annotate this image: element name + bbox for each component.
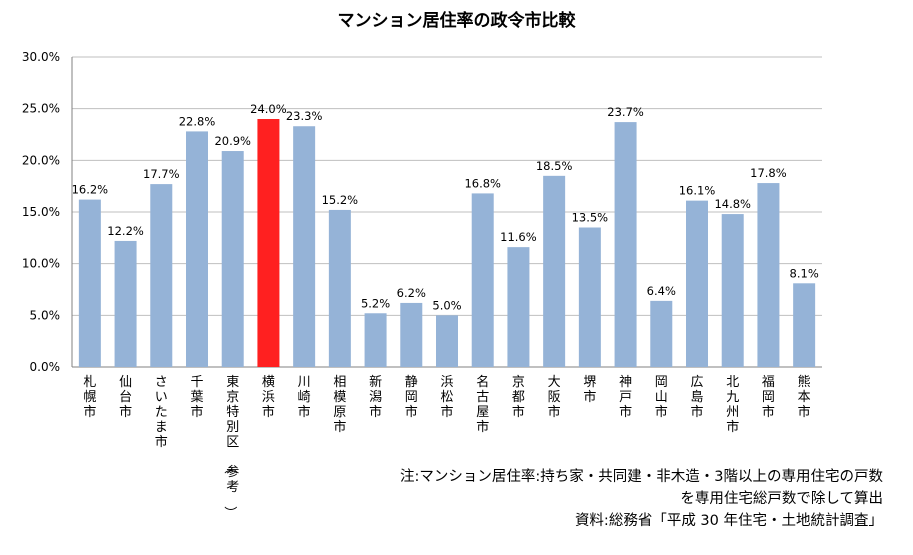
bar-14	[543, 175, 566, 367]
category-label: 浜松市	[440, 375, 453, 420]
category-labels: 札幌市 仙台市 さいたま市 千葉市 東京特別区（参考） 横浜市 川崎市 相模原市 新潟市 静岡市 浜…	[83, 374, 810, 519]
y-tick-label: 5.0%	[30, 308, 61, 322]
bar-7	[293, 126, 316, 367]
value-label: 6.2%	[397, 286, 426, 300]
category-label: 東京特別区（参考）	[222, 374, 239, 519]
y-tick-label: 15.0%	[22, 205, 60, 219]
category-label: 熊本市	[798, 374, 811, 420]
category-label: 名古屋市	[476, 374, 489, 435]
value-label: 16.8%	[464, 176, 501, 190]
value-label: 23.7%	[607, 105, 644, 119]
value-label: 18.5%	[536, 159, 573, 173]
category-label: 京都市	[512, 375, 525, 420]
category-label: さいたま市	[155, 375, 168, 450]
category-label: 北九州市	[726, 375, 739, 435]
value-label: 24.0%	[250, 102, 287, 116]
bar-2	[114, 240, 137, 367]
category-label: 大阪市	[548, 375, 561, 420]
y-axis-ticks: 0.0% 5.0% 10.0% 15.0% 20.0% 25.0% 30.0%	[22, 50, 60, 374]
value-label: 15.2%	[322, 193, 359, 207]
bars	[78, 119, 816, 367]
value-label: 22.8%	[179, 114, 216, 128]
bar-10	[400, 302, 423, 367]
category-label: 福岡市	[762, 375, 775, 420]
value-label: 16.2%	[72, 183, 109, 197]
bar-18	[686, 200, 708, 367]
value-label: 8.1%	[790, 266, 819, 280]
value-label: 16.1%	[679, 184, 716, 198]
value-labels: 16.2% 12.2% 17.7% 22.8% 20.9% 24.0%23.3% 15.2%…	[72, 102, 819, 312]
category-label: 新潟市	[369, 374, 382, 420]
y-tick-label: 10.0%	[22, 257, 60, 271]
category-label: 横浜市	[262, 375, 275, 420]
value-label: 5.2%	[361, 296, 390, 310]
category-label: 仙台市	[119, 375, 132, 420]
bar-21	[793, 283, 816, 367]
bar-8	[328, 209, 351, 367]
bar-5	[221, 151, 244, 367]
bar-6	[257, 119, 280, 367]
y-tick-label: 0.0%	[30, 360, 61, 374]
note-line-2: を専用住宅総戸数で除して算出	[680, 491, 883, 507]
bar-4	[186, 131, 208, 367]
bar-20	[757, 183, 780, 367]
bar-19	[721, 214, 744, 367]
y-tick-label: 20.0%	[22, 153, 60, 167]
category-label: 相模原市	[333, 375, 346, 435]
chart-title: マンション居住率の政令市比較	[337, 11, 576, 31]
value-label: 5.0%	[432, 298, 461, 312]
y-tick-label: 25.0%	[22, 102, 60, 116]
category-label: 岡山市	[655, 375, 668, 420]
bar-3	[150, 184, 173, 367]
bar-17	[650, 300, 673, 367]
bar-15	[578, 227, 601, 367]
value-label: 11.6%	[500, 230, 537, 244]
category-label: 神戸市	[619, 375, 632, 420]
value-label: 12.2%	[107, 224, 144, 238]
bar-1	[78, 199, 101, 367]
value-label: 13.5%	[572, 211, 609, 225]
value-label: 20.9%	[214, 134, 251, 148]
value-label: 17.8%	[750, 166, 787, 180]
y-tick-label: 30.0%	[22, 50, 60, 64]
value-label: 14.8%	[714, 197, 751, 211]
bar-9	[364, 313, 387, 367]
category-label: 堺市	[583, 375, 596, 405]
category-label: 千葉市	[190, 375, 203, 420]
bar-11	[436, 315, 458, 367]
source-line: 資料:総務省「平成 30 年住宅・土地統計調査」	[574, 513, 883, 529]
bar-12	[471, 193, 494, 367]
category-label: 静岡市	[405, 375, 418, 420]
bar-16	[614, 122, 637, 367]
category-label: 札幌市	[83, 375, 96, 420]
bar-13	[507, 247, 530, 367]
category-label: 広島市	[690, 375, 703, 420]
note-line-1: 注:マンション居住率:持ち家・共同建・非木造・3階以上の専用住宅の戸数	[400, 469, 883, 485]
value-label: 6.4%	[647, 284, 676, 298]
value-label: 23.3%	[286, 109, 323, 123]
value-label: 17.7%	[143, 167, 180, 181]
category-label: 川崎市	[298, 375, 311, 420]
